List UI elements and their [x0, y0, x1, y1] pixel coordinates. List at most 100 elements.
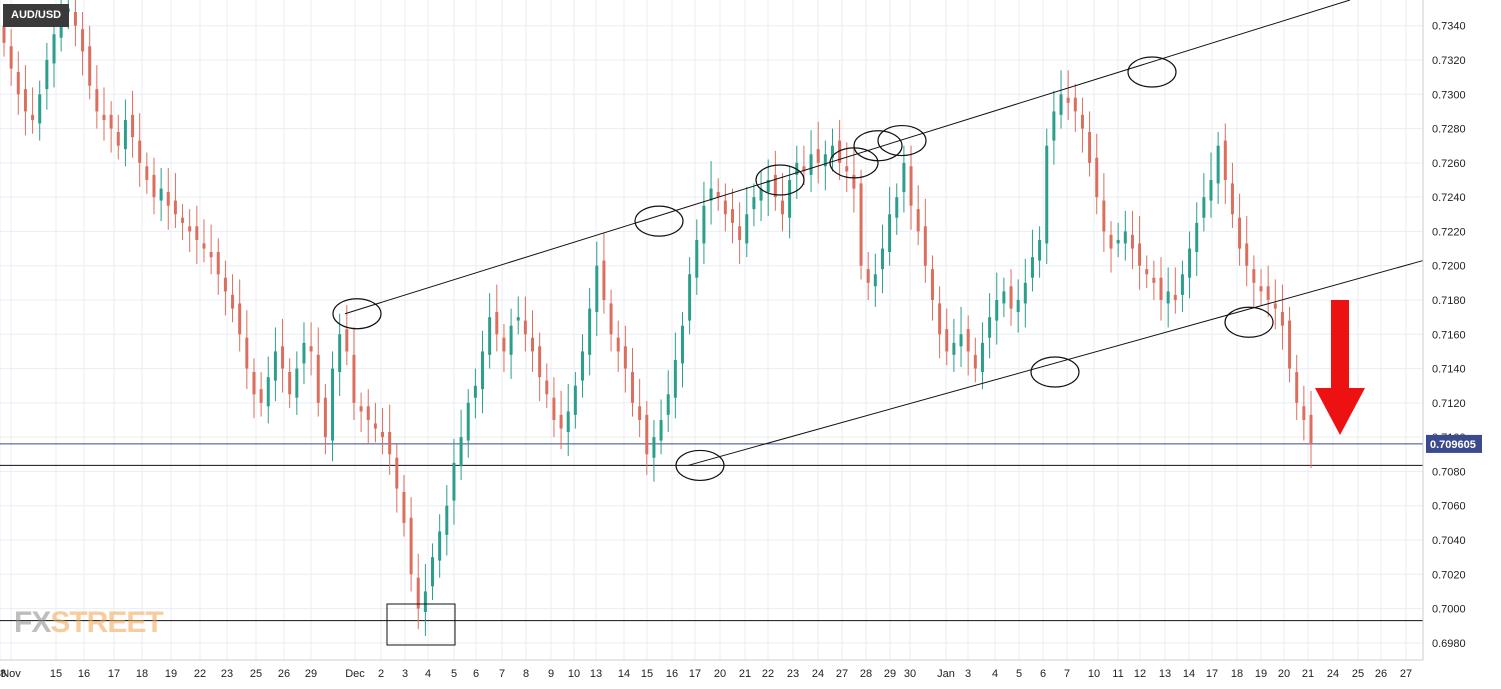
x-tick-label: 19: [1255, 668, 1267, 680]
candle-body: [752, 197, 756, 210]
x-tick-label: 26: [1375, 668, 1387, 680]
x-tick-label: 27: [836, 668, 848, 680]
candle-body: [2, 25, 6, 43]
candle-body: [666, 394, 670, 415]
candle-body: [416, 577, 420, 609]
candle-body: [1295, 372, 1299, 403]
candle-body: [1138, 243, 1142, 266]
candle-body: [181, 217, 185, 223]
candle-body: [602, 260, 606, 300]
candle-body: [852, 174, 856, 189]
candle-body: [473, 385, 477, 398]
candle-body: [16, 72, 20, 95]
candle-body: [859, 183, 863, 266]
last-price-tag: [1426, 434, 1482, 453]
candle-body: [1109, 234, 1113, 249]
candle-body: [102, 114, 106, 120]
x-tick-label: 29: [305, 668, 317, 680]
candle-body: [331, 368, 335, 441]
candle-body: [223, 277, 227, 292]
y-tick-label: 0.7080: [1432, 466, 1466, 478]
x-tick-label: 21: [1302, 668, 1314, 680]
candle-body: [409, 517, 413, 575]
x-tick-label: 8: [523, 668, 529, 680]
x-tick-label: 20: [714, 668, 726, 680]
anchor-circle: [853, 130, 903, 162]
y-tick-label: 0.7280: [1432, 124, 1466, 136]
x-tick-label: 28: [0, 668, 6, 680]
x-tick-label: 23: [787, 668, 799, 680]
x-tick-label: 15: [641, 668, 653, 680]
candle-body: [338, 334, 342, 372]
candle-body: [95, 89, 99, 112]
logo-part-fx: FX: [14, 606, 51, 639]
candle-body: [152, 174, 156, 198]
candle-body: [81, 29, 85, 52]
logo-part-street: STREET: [50, 606, 163, 639]
x-tick-label: 26: [278, 668, 290, 680]
candle-body: [759, 188, 763, 201]
x-tick-label: 18: [1231, 668, 1243, 680]
candle-body: [238, 303, 242, 335]
candle-body: [973, 354, 977, 369]
candle-body: [1038, 240, 1042, 261]
candle-body: [1180, 274, 1184, 295]
candle-body: [1088, 132, 1092, 163]
x-tick-label: 25: [250, 668, 262, 680]
candle-body: [488, 317, 492, 355]
candle-body: [673, 360, 677, 398]
candle-body: [188, 226, 192, 232]
x-tick-label: 24: [812, 668, 824, 680]
x-tick-label: 7: [1064, 668, 1070, 680]
candle-body: [109, 114, 113, 129]
candle-body: [780, 200, 784, 215]
candle-body: [988, 317, 992, 338]
candle-body: [823, 154, 827, 167]
candle-body: [1280, 312, 1284, 326]
candle-body: [1073, 97, 1077, 112]
candle-body: [366, 406, 370, 420]
candle-body: [659, 420, 663, 441]
y-tick-label: 0.7300: [1432, 89, 1466, 101]
candle-body: [773, 174, 777, 198]
candle-body: [216, 252, 220, 275]
candle-body: [145, 166, 149, 180]
x-tick-label: 3: [402, 668, 408, 680]
y-tick-label: 0.7020: [1432, 569, 1466, 581]
x-tick-label: 17: [689, 668, 701, 680]
candle-body: [1209, 180, 1213, 201]
x-tick-label: 27: [1400, 668, 1412, 680]
candle-body: [888, 214, 892, 252]
candle-body: [1252, 269, 1256, 283]
candle-body: [1045, 145, 1049, 244]
candle-body: [495, 312, 499, 335]
candle-body: [1195, 222, 1199, 252]
x-tick-label: 2: [378, 668, 384, 680]
candle-body: [1159, 277, 1163, 300]
candle-body: [566, 411, 570, 432]
x-tick-label: 15: [50, 668, 62, 680]
candle-body: [1016, 300, 1020, 312]
x-tick-label: 25: [1352, 668, 1364, 680]
candle-body: [1023, 282, 1027, 304]
x-tick-label: 16: [78, 668, 90, 680]
candle-body: [1230, 183, 1234, 215]
candle-body: [231, 294, 235, 309]
candle-body: [523, 320, 527, 335]
candle-body: [766, 180, 770, 192]
candle-body: [538, 346, 542, 378]
symbol-label: AUD/USD: [3, 4, 70, 27]
candle-body: [702, 205, 706, 244]
x-tick-label: Jan: [937, 668, 955, 680]
candle-body: [252, 372, 256, 395]
candle-body: [459, 437, 463, 467]
last-price-value: 0.709605: [1430, 439, 1476, 451]
anchor-circle: [1127, 56, 1177, 88]
candle-body: [388, 432, 392, 455]
x-tick-label: 28: [860, 668, 872, 680]
candle-body: [581, 351, 585, 381]
x-tick-label: 12: [1134, 668, 1146, 680]
candle-body: [52, 34, 56, 64]
